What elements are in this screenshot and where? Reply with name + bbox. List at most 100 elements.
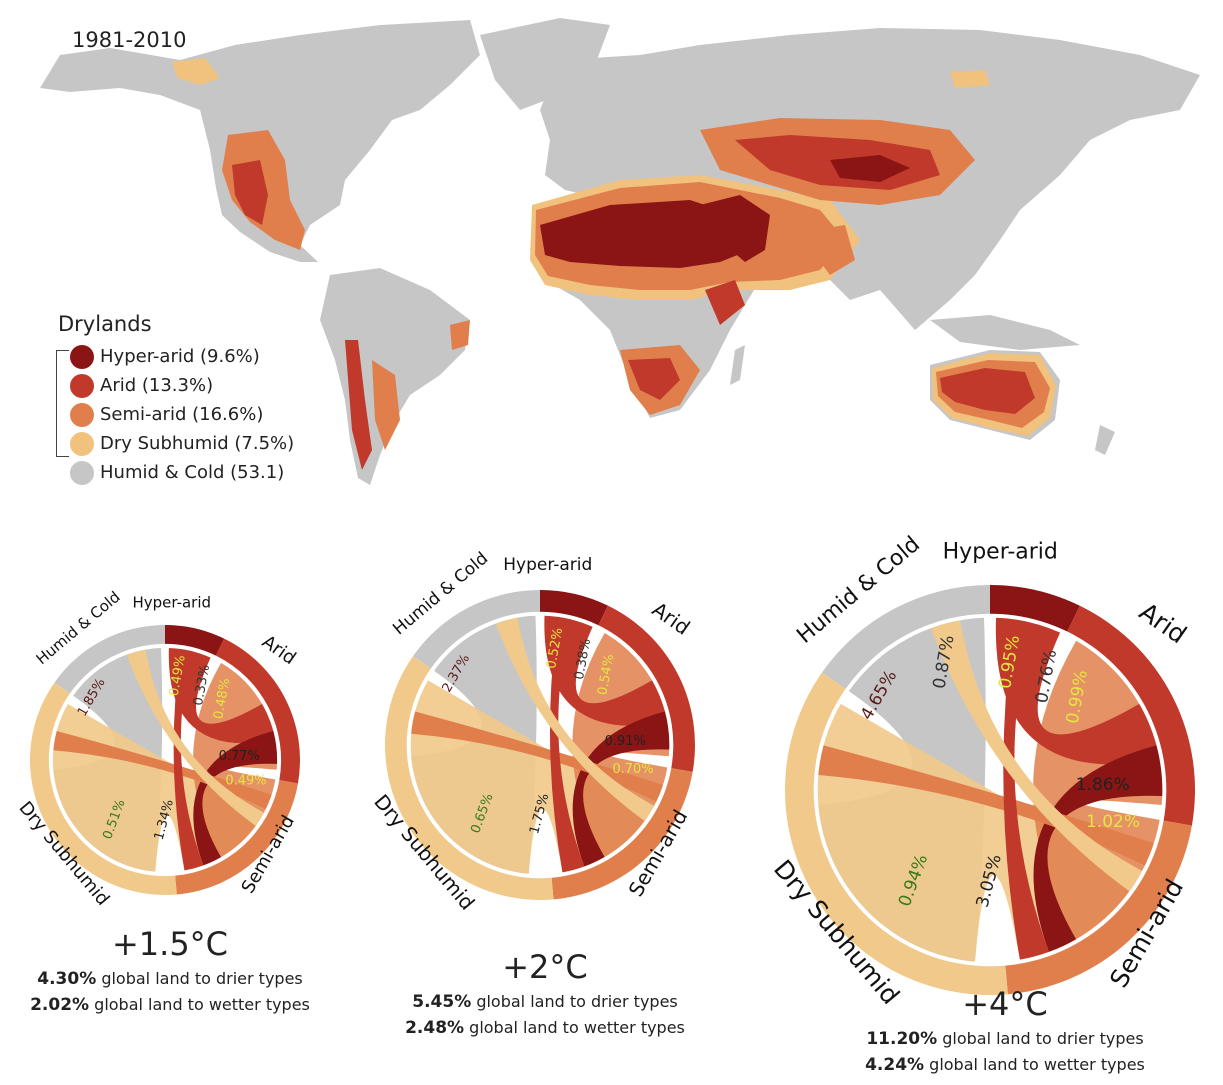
gobi-hyper-arid — [830, 155, 910, 182]
legend-swatch-arid — [70, 373, 94, 398]
inner-ring — [49, 644, 281, 876]
segment-arc-dry — [384, 656, 554, 900]
segment-arc-arid — [1067, 605, 1196, 826]
flow-value-label: 0.54% — [595, 653, 617, 696]
ribbon-arid — [995, 617, 1160, 765]
ribbon-arid-cross — [173, 648, 204, 871]
caption-wetter: 4.24% global land to wetter types — [830, 1055, 1180, 1075]
legend-label: Arid (13.3%) — [100, 375, 214, 396]
india-semi-arid — [815, 225, 855, 275]
segment-label-hyper: Hyper-arid — [503, 555, 592, 575]
legend-title: Drylands — [58, 312, 152, 336]
sa-arid-zone — [345, 340, 372, 470]
ribbon-hyper — [572, 711, 670, 867]
ribbon-dry-cross — [126, 649, 264, 826]
ribbon-dry-cross — [931, 620, 1143, 892]
wetter-percent: 2.02% — [30, 995, 90, 1015]
flow-value-label: 0.91% — [605, 734, 646, 749]
flow-value-label: 0.70% — [612, 762, 653, 777]
caption-drier: 5.45% global land to drier types — [375, 992, 715, 1012]
caption-wetter: 2.02% global land to wetter types — [0, 995, 340, 1015]
caption-wetter: 2.48% global land to wetter types — [375, 1018, 715, 1038]
segment-arc-dry — [785, 672, 1008, 996]
wetter-text: global land to wetter types — [924, 1055, 1145, 1074]
drier-percent: 11.20% — [866, 1029, 938, 1049]
inner-ring — [407, 612, 673, 878]
ribbon-arid — [544, 615, 668, 726]
arabia-hyper-arid-core — [700, 195, 770, 262]
legend-item-hyper-arid: Hyper-arid (9.6%) — [58, 342, 294, 371]
flow-value-label: 0.48% — [211, 677, 233, 720]
drier-percent: 5.45% — [412, 992, 472, 1012]
segment-label-arid: Arid — [258, 631, 300, 669]
segment-arc-hyper — [165, 625, 225, 656]
legend-swatch-humid-cold — [70, 460, 94, 485]
madagascar-land — [730, 345, 745, 385]
drier-text: global land to drier types — [471, 992, 678, 1011]
brazil-semi-arid-zone — [450, 320, 470, 350]
new-zealand-land — [1095, 425, 1115, 455]
caption-drier: 4.30% global land to drier types — [0, 969, 340, 989]
ribbon-hyper — [193, 730, 278, 866]
segment-arc-semi — [551, 768, 693, 900]
dryland-zones — [172, 58, 1056, 470]
segment-arc-arid — [215, 638, 300, 784]
segment-arc-hyper — [540, 590, 608, 626]
ribbon-dry-cross — [495, 617, 655, 822]
sahara-hyper-arid-core — [540, 200, 750, 268]
ribbon-arid-cross — [549, 616, 585, 873]
ribbon-hyper — [1033, 745, 1163, 952]
ribbon-semi-cross — [818, 745, 1154, 866]
caption-4c: +4°C 11.20% global land to drier types 4… — [830, 985, 1180, 1075]
drier-text: global land to drier types — [96, 969, 303, 988]
segment-arc-hyper — [990, 585, 1080, 632]
ribbon-semi-cross — [411, 711, 663, 802]
australia-arid — [940, 368, 1035, 414]
segment-arc-humid — [54, 625, 165, 694]
horn-of-africa-arid — [705, 280, 745, 325]
wetter-percent: 2.48% — [405, 1018, 465, 1038]
flow-value-label: 0.77% — [219, 749, 260, 764]
ribbon-semi-cross — [53, 730, 272, 810]
caption-1-5c: +1.5°C 4.30% global land to drier types … — [0, 925, 340, 1015]
flow-value-label: 0.33% — [191, 663, 213, 706]
segment-label-hyper: Hyper-arid — [943, 539, 1058, 564]
wetter-percent: 4.24% — [865, 1055, 925, 1075]
legend-swatch-semi-arid — [70, 402, 94, 427]
segment-arc-semi — [175, 780, 298, 895]
period-label: 1981-2010 — [72, 28, 187, 52]
caption-2c: +2°C 5.45% global land to drier types 2.… — [375, 948, 715, 1038]
sa-semi-arid-zone — [372, 360, 400, 450]
segment-label-arid: Arid — [1134, 597, 1192, 650]
segment-arc-semi — [1005, 820, 1192, 995]
map-legend: Drylands Hyper-arid (9.6%) Arid (13.3%) … — [56, 312, 294, 487]
greenland-land — [480, 18, 610, 110]
drier-percent: 4.30% — [37, 969, 97, 989]
drier-text: global land to drier types — [937, 1029, 1144, 1048]
flow-value-label: 0.49% — [225, 773, 266, 788]
legend-swatch-dry-subhumid — [70, 431, 94, 456]
flow-value-label: 0.52% — [544, 627, 566, 670]
caption-drier: 11.20% global land to drier types — [830, 1029, 1180, 1049]
legend-label: Hyper-arid (9.6%) — [100, 346, 260, 367]
legend-item-dry-subhumid: Dry Subhumid (7.5%) — [58, 429, 294, 458]
world-dryland-map — [40, 18, 1200, 485]
ribbon-arid — [168, 647, 276, 744]
flow-value-label: 0.49% — [167, 654, 189, 697]
segment-arc-arid — [598, 605, 695, 772]
segment-arc-dry — [30, 682, 177, 895]
legend-label: Humid & Cold (53.1) — [100, 462, 285, 483]
caption-temperature: +1.5°C — [111, 925, 229, 963]
legend-label: Dry Subhumid (7.5%) — [100, 433, 295, 454]
southern-africa-arid — [628, 358, 680, 400]
wetter-text: global land to wetter types — [89, 995, 310, 1014]
flow-value-label: 1.02% — [1086, 812, 1140, 832]
legend-swatch-hyper-arid — [70, 344, 94, 369]
segment-label-arid: Arid — [648, 597, 695, 640]
legend-item-arid: Arid (13.3%) — [58, 371, 294, 400]
caption-temperature: +2°C — [502, 948, 588, 986]
